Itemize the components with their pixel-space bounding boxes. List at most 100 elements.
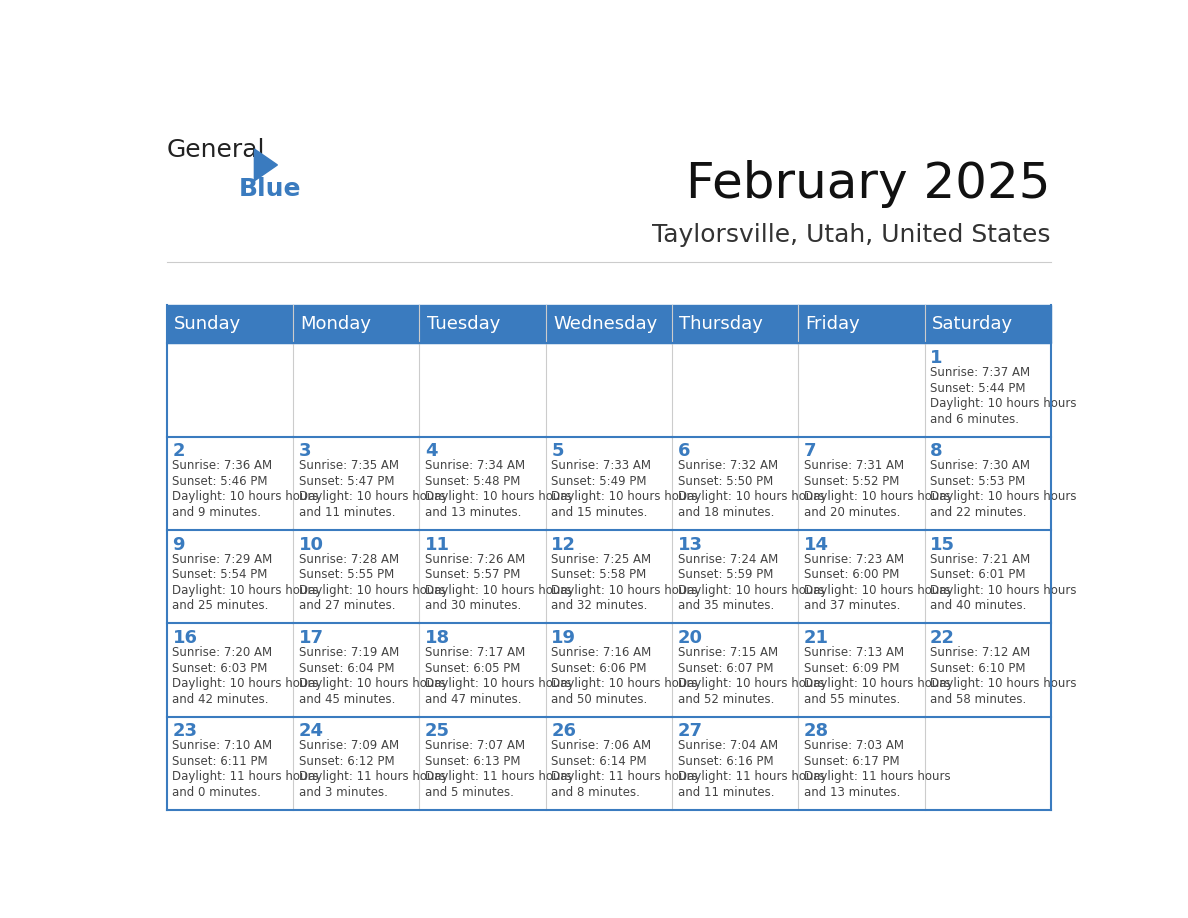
Text: Daylight: 10 hours hours: Daylight: 10 hours hours xyxy=(930,584,1076,597)
Bar xyxy=(924,717,1051,810)
Text: Sunset: 5:47 PM: Sunset: 5:47 PM xyxy=(298,475,394,487)
Text: Blue: Blue xyxy=(239,177,302,201)
Text: and 11 minutes.: and 11 minutes. xyxy=(677,786,775,799)
Text: Daylight: 10 hours hours: Daylight: 10 hours hours xyxy=(677,584,824,597)
Text: Sunset: 6:01 PM: Sunset: 6:01 PM xyxy=(930,568,1025,581)
Text: Daylight: 10 hours hours: Daylight: 10 hours hours xyxy=(298,584,446,597)
Text: Sunrise: 7:20 AM: Sunrise: 7:20 AM xyxy=(172,646,272,659)
Text: Sunrise: 7:28 AM: Sunrise: 7:28 AM xyxy=(298,553,399,565)
Text: Daylight: 10 hours hours: Daylight: 10 hours hours xyxy=(930,677,1076,690)
Text: 4: 4 xyxy=(425,442,437,461)
Text: Sunrise: 7:36 AM: Sunrise: 7:36 AM xyxy=(172,459,272,473)
Text: and 27 minutes.: and 27 minutes. xyxy=(298,599,396,612)
Text: Sunrise: 7:30 AM: Sunrise: 7:30 AM xyxy=(930,459,1030,473)
Text: Sunset: 6:16 PM: Sunset: 6:16 PM xyxy=(677,755,773,767)
Text: and 50 minutes.: and 50 minutes. xyxy=(551,692,647,706)
Bar xyxy=(166,530,293,623)
Bar xyxy=(419,343,545,437)
Text: and 0 minutes.: and 0 minutes. xyxy=(172,786,261,799)
Text: Daylight: 10 hours hours: Daylight: 10 hours hours xyxy=(677,490,824,503)
Text: and 20 minutes.: and 20 minutes. xyxy=(804,506,901,519)
Text: 23: 23 xyxy=(172,722,197,740)
Bar xyxy=(166,623,293,717)
Text: Daylight: 11 hours hours: Daylight: 11 hours hours xyxy=(804,770,950,783)
Text: and 6 minutes.: and 6 minutes. xyxy=(930,413,1019,426)
Text: Sunset: 5:44 PM: Sunset: 5:44 PM xyxy=(930,382,1025,395)
Text: Monday: Monday xyxy=(301,315,372,333)
Text: Sunrise: 7:09 AM: Sunrise: 7:09 AM xyxy=(298,739,399,752)
Text: Sunrise: 7:06 AM: Sunrise: 7:06 AM xyxy=(551,739,651,752)
Text: 7: 7 xyxy=(804,442,816,461)
Text: 15: 15 xyxy=(930,536,955,554)
Text: Daylight: 10 hours hours: Daylight: 10 hours hours xyxy=(172,584,318,597)
Text: Daylight: 10 hours hours: Daylight: 10 hours hours xyxy=(804,584,950,597)
Bar xyxy=(672,305,798,343)
Text: Sunrise: 7:31 AM: Sunrise: 7:31 AM xyxy=(804,459,904,473)
Text: Daylight: 10 hours hours: Daylight: 10 hours hours xyxy=(425,677,571,690)
Text: 19: 19 xyxy=(551,629,576,647)
Text: Daylight: 10 hours hours: Daylight: 10 hours hours xyxy=(804,677,950,690)
Text: Daylight: 11 hours hours: Daylight: 11 hours hours xyxy=(425,770,571,783)
Text: 18: 18 xyxy=(425,629,450,647)
Bar xyxy=(798,717,924,810)
Text: Sunrise: 7:23 AM: Sunrise: 7:23 AM xyxy=(804,553,904,565)
Text: Sunrise: 7:15 AM: Sunrise: 7:15 AM xyxy=(677,646,778,659)
Text: Sunrise: 7:37 AM: Sunrise: 7:37 AM xyxy=(930,366,1030,379)
Text: 8: 8 xyxy=(930,442,942,461)
Text: Daylight: 10 hours hours: Daylight: 10 hours hours xyxy=(298,677,446,690)
Text: and 37 minutes.: and 37 minutes. xyxy=(804,599,901,612)
Text: Daylight: 10 hours hours: Daylight: 10 hours hours xyxy=(425,490,571,503)
Text: 13: 13 xyxy=(677,536,702,554)
Bar xyxy=(924,623,1051,717)
Text: Sunset: 6:04 PM: Sunset: 6:04 PM xyxy=(298,662,394,675)
Bar xyxy=(545,717,672,810)
Text: and 13 minutes.: and 13 minutes. xyxy=(425,506,522,519)
Bar xyxy=(672,530,798,623)
Text: and 45 minutes.: and 45 minutes. xyxy=(298,692,396,706)
Text: Taylorsville, Utah, United States: Taylorsville, Utah, United States xyxy=(652,223,1051,247)
Text: and 32 minutes.: and 32 minutes. xyxy=(551,599,647,612)
Bar xyxy=(545,343,672,437)
Text: Wednesday: Wednesday xyxy=(554,315,657,333)
Text: 3: 3 xyxy=(298,442,311,461)
Text: 10: 10 xyxy=(298,536,323,554)
Bar xyxy=(924,530,1051,623)
Text: Sunrise: 7:07 AM: Sunrise: 7:07 AM xyxy=(425,739,525,752)
Text: Sunrise: 7:12 AM: Sunrise: 7:12 AM xyxy=(930,646,1030,659)
Text: Sunset: 5:55 PM: Sunset: 5:55 PM xyxy=(298,568,394,581)
Text: 6: 6 xyxy=(677,442,690,461)
Text: Sunset: 6:05 PM: Sunset: 6:05 PM xyxy=(425,662,520,675)
Text: Sunset: 6:12 PM: Sunset: 6:12 PM xyxy=(298,755,394,767)
Text: Sunset: 5:58 PM: Sunset: 5:58 PM xyxy=(551,568,646,581)
Text: Sunset: 5:49 PM: Sunset: 5:49 PM xyxy=(551,475,646,487)
Text: Sunset: 5:52 PM: Sunset: 5:52 PM xyxy=(804,475,899,487)
Text: and 8 minutes.: and 8 minutes. xyxy=(551,786,640,799)
Bar xyxy=(166,305,293,343)
Text: Daylight: 10 hours hours: Daylight: 10 hours hours xyxy=(298,490,446,503)
Text: and 5 minutes.: and 5 minutes. xyxy=(425,786,514,799)
Text: Sunset: 6:06 PM: Sunset: 6:06 PM xyxy=(551,662,646,675)
Text: Sunrise: 7:17 AM: Sunrise: 7:17 AM xyxy=(425,646,525,659)
Bar xyxy=(798,530,924,623)
Text: Sunrise: 7:10 AM: Sunrise: 7:10 AM xyxy=(172,739,272,752)
Text: Sunset: 5:48 PM: Sunset: 5:48 PM xyxy=(425,475,520,487)
Text: 24: 24 xyxy=(298,722,323,740)
Bar xyxy=(166,717,293,810)
Text: Sunset: 6:11 PM: Sunset: 6:11 PM xyxy=(172,755,268,767)
Text: 28: 28 xyxy=(804,722,829,740)
Text: Daylight: 10 hours hours: Daylight: 10 hours hours xyxy=(677,677,824,690)
Text: Daylight: 10 hours hours: Daylight: 10 hours hours xyxy=(425,584,571,597)
Bar xyxy=(293,437,419,530)
Text: Tuesday: Tuesday xyxy=(426,315,500,333)
Bar xyxy=(166,343,293,437)
Text: Sunrise: 7:35 AM: Sunrise: 7:35 AM xyxy=(298,459,399,473)
Text: 26: 26 xyxy=(551,722,576,740)
Text: 17: 17 xyxy=(298,629,323,647)
Text: Friday: Friday xyxy=(805,315,860,333)
Text: General: General xyxy=(166,139,265,162)
Bar xyxy=(166,437,293,530)
Bar xyxy=(419,530,545,623)
Text: and 40 minutes.: and 40 minutes. xyxy=(930,599,1026,612)
Text: and 22 minutes.: and 22 minutes. xyxy=(930,506,1026,519)
Text: February 2025: February 2025 xyxy=(687,160,1051,207)
